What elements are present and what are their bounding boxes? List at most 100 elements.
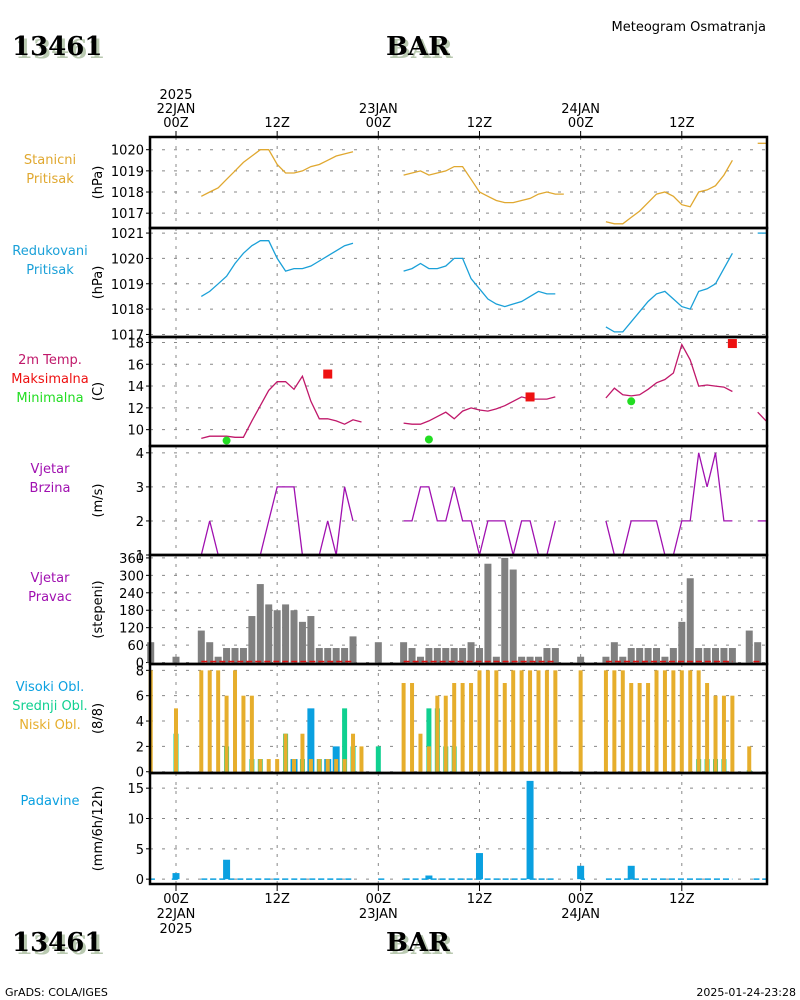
line-segment <box>200 240 354 297</box>
bar <box>223 648 231 663</box>
bar <box>745 630 753 663</box>
station-id-shadow: 13461 <box>15 35 105 65</box>
bar <box>241 695 246 772</box>
bottom-axis-label: 24JAN <box>561 907 600 922</box>
bar <box>484 563 492 663</box>
line-segment <box>605 159 733 225</box>
y-tick-label: 1017 <box>111 207 144 222</box>
bar <box>223 859 231 880</box>
bar <box>501 557 509 663</box>
bar <box>661 656 669 663</box>
bar <box>207 670 212 772</box>
bar <box>688 670 693 772</box>
bottom-axis-label: 22JAN <box>157 907 196 922</box>
bar <box>426 708 432 772</box>
line-segment <box>757 411 767 422</box>
bar <box>629 683 634 772</box>
bar <box>359 746 364 772</box>
footer: 13461 13461 BAR BAR GrADS: COLA/IGES 202… <box>5 928 796 999</box>
top-axis-label: 00Z <box>366 116 392 131</box>
station-id-footer-shadow: 13461 <box>15 931 105 961</box>
unit-label: (8/8) <box>91 703 106 734</box>
bar <box>477 670 482 772</box>
unit-label: (hPa) <box>91 166 106 200</box>
bar <box>341 648 349 663</box>
panels: 1017101810191020(hPa)StanicniPritisak101… <box>11 135 769 888</box>
header: 13461 13461 BAR BAR Meteogram Osmatranja <box>12 20 766 65</box>
tmax-marker <box>727 339 737 349</box>
bar <box>199 670 204 772</box>
bottom-axis-label: 12Z <box>264 892 290 907</box>
bar <box>469 683 474 772</box>
panel-label: Redukovani <box>12 244 87 259</box>
bar <box>307 616 315 663</box>
bar <box>553 670 558 772</box>
bar <box>526 780 534 880</box>
series-visoki-obl- <box>290 708 340 772</box>
bottom-axis-label: 00Z <box>366 892 392 907</box>
y-tick-label: 180 <box>119 604 144 619</box>
y-tick-label: 8 <box>136 664 144 679</box>
bar <box>619 656 627 663</box>
bar <box>408 648 416 663</box>
bar <box>374 642 382 663</box>
bar <box>627 865 635 880</box>
y-tick-label: 4 <box>136 447 144 462</box>
generation-timestamp: 2025-01-24-23:28 <box>696 986 796 999</box>
bar <box>231 648 239 663</box>
y-tick-label: 2 <box>136 740 144 755</box>
y-tick-label: 2 <box>136 515 144 530</box>
bottom-axis-label: 12Z <box>467 892 493 907</box>
panel-wind-direction: 0 60 120 180 240 300 360 (stepeni) Vjetar Pravac <box>28 552 769 672</box>
bar <box>519 670 524 772</box>
bar <box>401 683 406 772</box>
unit-label: (C) <box>91 382 106 401</box>
bar <box>754 642 762 663</box>
bar <box>206 642 214 663</box>
station-name-shadow: BAR <box>389 35 453 65</box>
top-axis-label: 00Z <box>568 116 594 131</box>
station-id-footer: 13461 <box>12 928 102 958</box>
bar <box>282 604 290 663</box>
bar <box>426 746 431 772</box>
y-tick-label: 1019 <box>111 165 144 180</box>
series-vjetar-brzina <box>200 452 767 556</box>
bar <box>644 648 652 663</box>
bar <box>578 670 583 772</box>
y-tick-label: 240 <box>119 587 144 602</box>
bar <box>509 569 517 663</box>
bar <box>653 648 661 663</box>
y-tick-label: 0 <box>136 766 144 781</box>
bar <box>502 683 507 772</box>
bar <box>292 759 297 772</box>
series-vjetar-pravac <box>147 557 762 663</box>
bar <box>730 695 735 772</box>
bar <box>256 584 264 663</box>
panel-temperature: 10 12 14 16 18 (C) 2m Temp. Maksimalna Minimalna <box>11 335 769 448</box>
bar <box>332 648 340 663</box>
bar <box>307 708 315 772</box>
bar <box>612 670 617 772</box>
y-tick-label: 0 <box>136 657 144 672</box>
chart-title: Meteogram Osmatranja <box>612 20 766 35</box>
line-segment <box>403 257 556 308</box>
bar <box>233 670 238 772</box>
bar <box>172 656 180 663</box>
y-tick-label: 300 <box>119 569 144 584</box>
panel-label: Visoki Obl. <box>16 680 84 695</box>
top-axis-label: 12Z <box>264 116 290 131</box>
panel-label: Pritisak <box>26 172 74 187</box>
bar <box>298 621 306 663</box>
bar <box>636 648 644 663</box>
bar <box>646 683 651 772</box>
station-name: BAR <box>386 32 450 62</box>
y-tick-label: 18 <box>127 336 144 351</box>
bar <box>249 695 254 772</box>
y-tick-label: 0 <box>136 873 144 888</box>
bar <box>433 648 441 663</box>
bar <box>678 621 686 663</box>
y-tick-label: 10 <box>127 424 144 439</box>
bar <box>342 759 347 772</box>
bottom-axis-label: 00Z <box>163 892 189 907</box>
